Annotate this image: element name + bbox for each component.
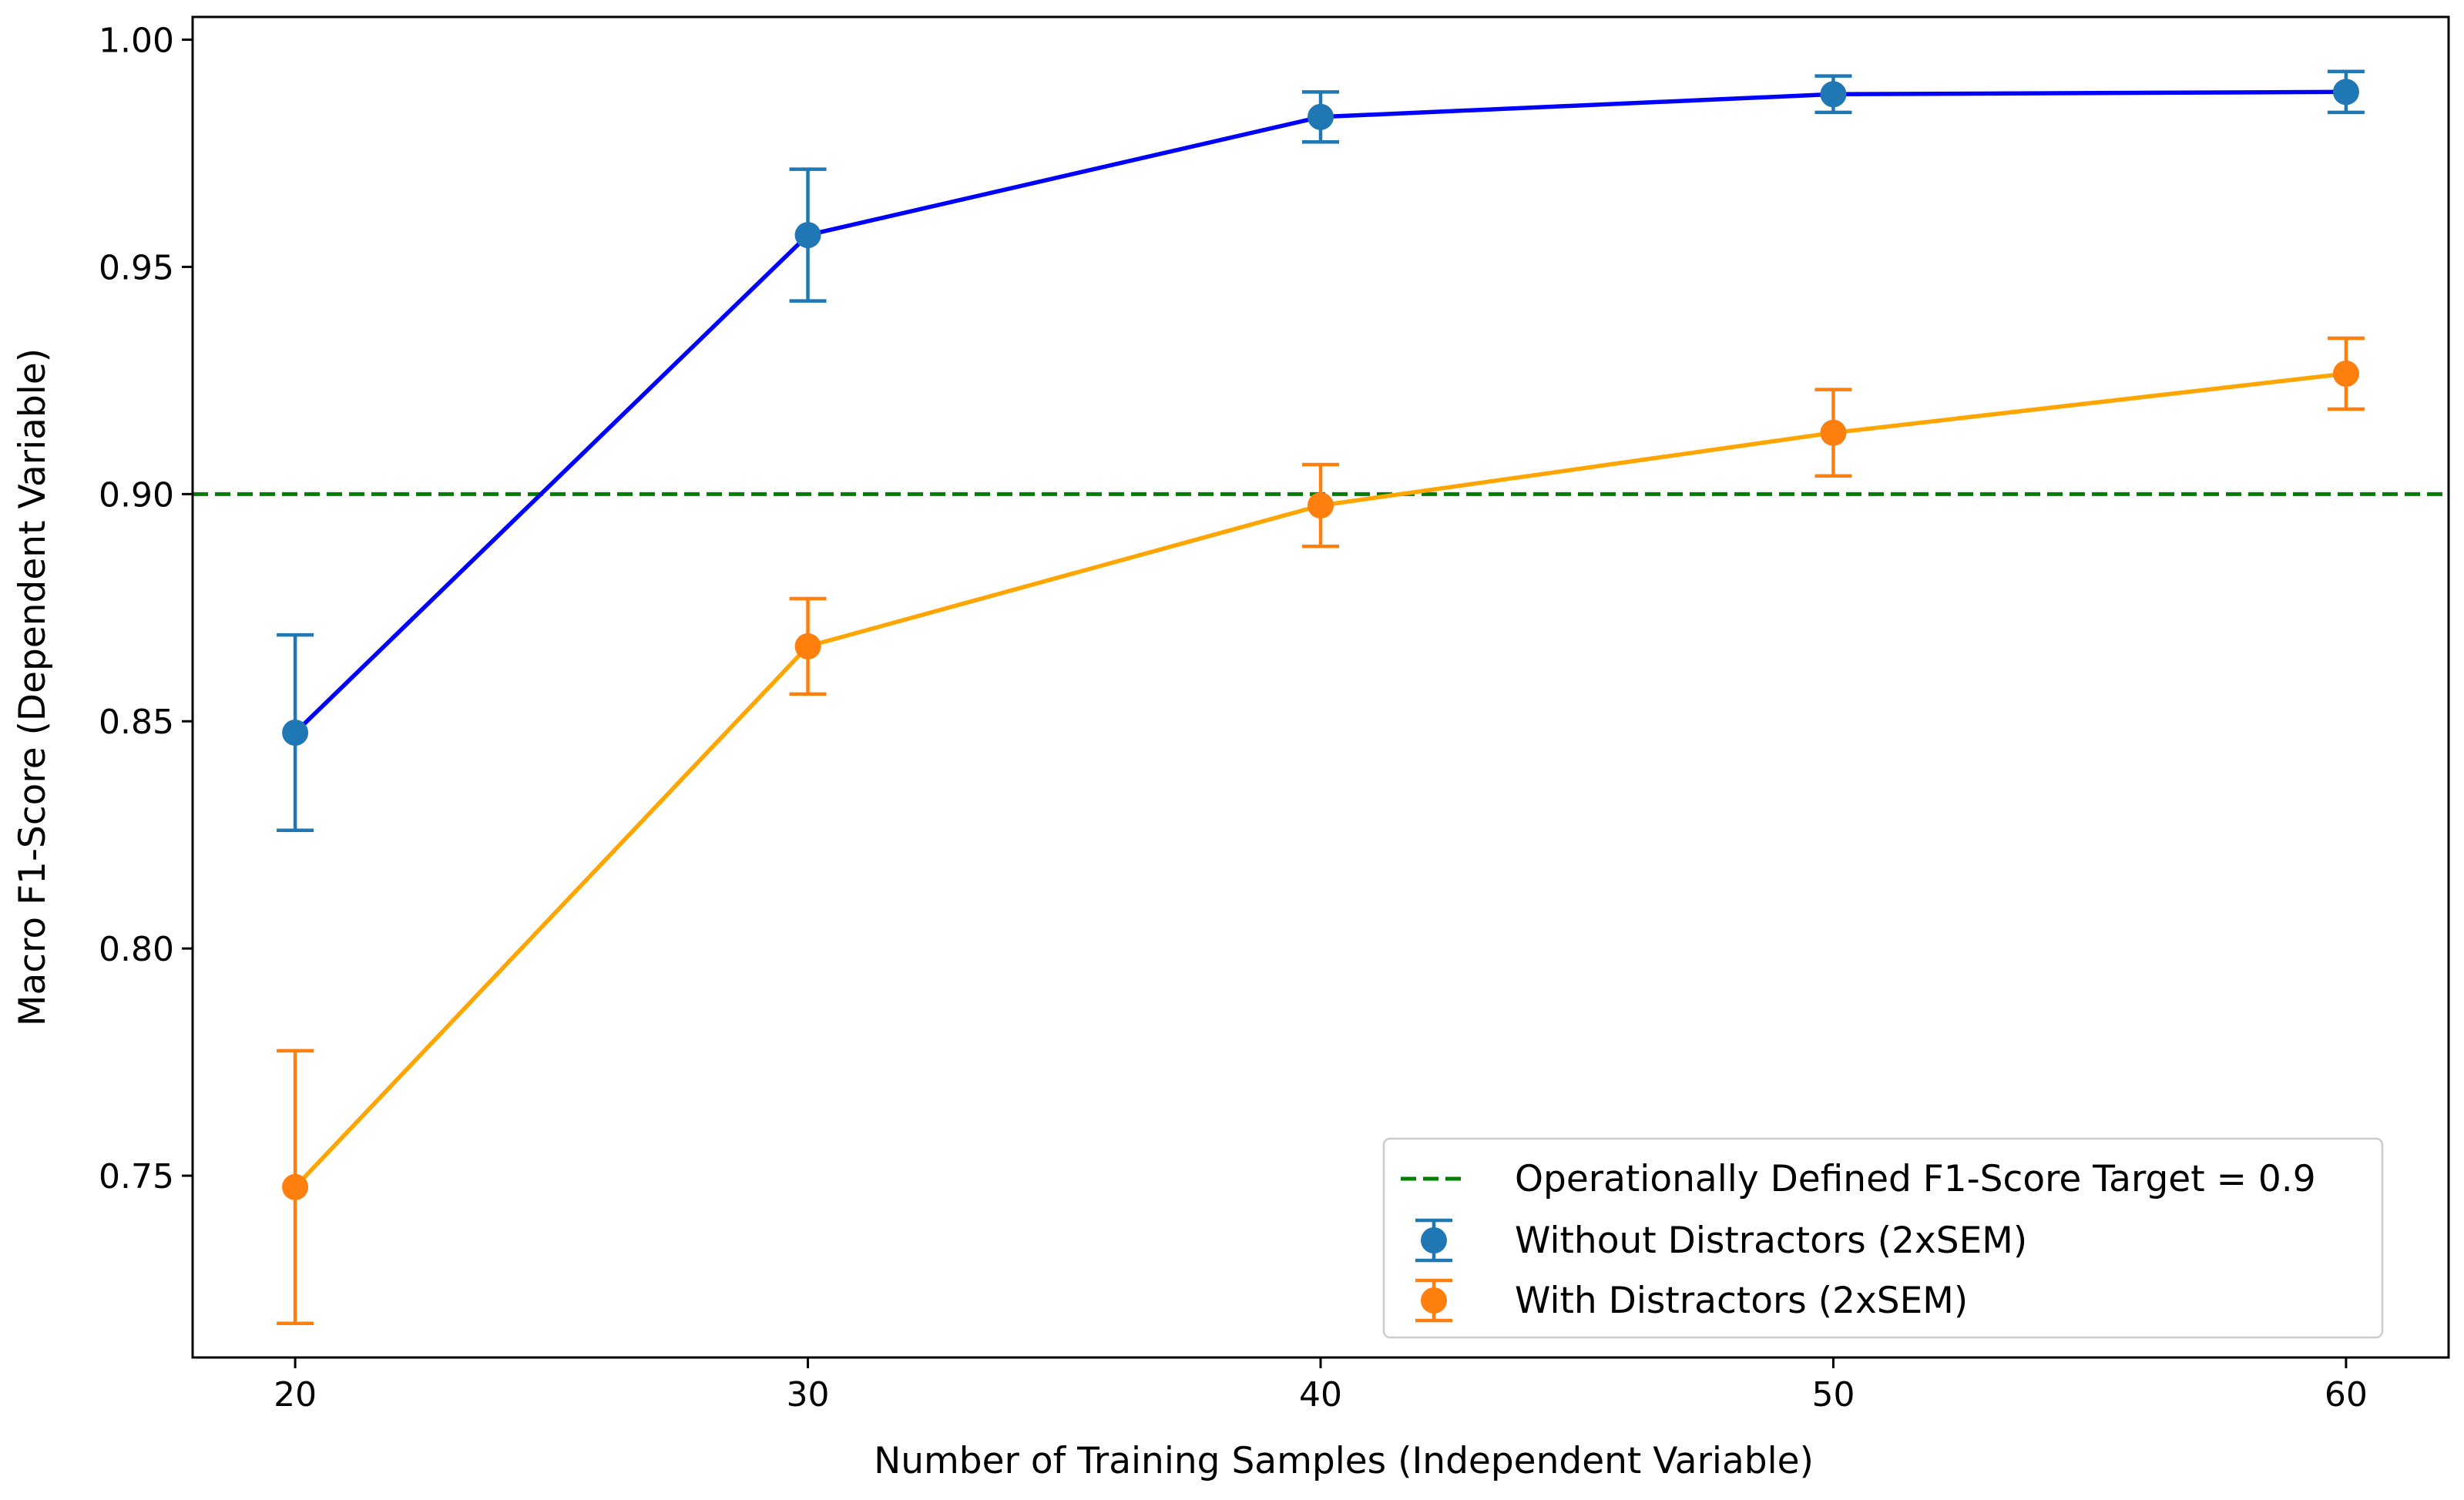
y-tick-label-2: 0.85 xyxy=(99,703,174,742)
y-axis-label: Macro F1-Score (Dependent Variable) xyxy=(12,348,54,1026)
series-0-point-2 xyxy=(1308,103,1334,130)
x-axis-label: Number of Training Samples (Independent … xyxy=(874,1440,1814,1482)
series-0-point-0 xyxy=(282,719,309,746)
series-layer xyxy=(277,69,2365,1326)
x-tick-label-4: 60 xyxy=(2325,1375,2368,1414)
series-0-point-1 xyxy=(794,222,821,249)
series-0-point-4 xyxy=(2332,79,2359,106)
legend-series-1-label: With Distractors (2xSEM) xyxy=(1515,1280,1968,1322)
series-1-point-0 xyxy=(282,1173,309,1200)
y-tick-label-0: 0.75 xyxy=(99,1157,174,1196)
series-1-point-2 xyxy=(1308,492,1334,519)
x-tick-label-1: 30 xyxy=(787,1375,830,1414)
y-tick-label-5: 1.00 xyxy=(99,21,174,60)
x-tick-label-0: 20 xyxy=(274,1375,317,1414)
legend: Operationally Defined F1-Score Target = … xyxy=(1382,1137,2384,1339)
series-1-point-3 xyxy=(1820,419,1847,446)
y-tick-label-1: 0.80 xyxy=(99,930,174,969)
legend-series-1-marker xyxy=(1421,1287,1447,1314)
x-tick-label-3: 50 xyxy=(1811,1375,1855,1414)
series-1-point-4 xyxy=(2332,361,2359,388)
legend-series-0-marker xyxy=(1421,1227,1447,1253)
legend-series-0-label: Without Distractors (2xSEM) xyxy=(1515,1220,2027,1262)
legend-target-label: Operationally Defined F1-Score Target = … xyxy=(1515,1158,2316,1200)
y-tick-label-4: 0.95 xyxy=(99,248,174,287)
series-1-point-1 xyxy=(794,633,821,659)
x-tick-label-2: 40 xyxy=(1299,1375,1342,1414)
series-0-point-3 xyxy=(1820,81,1847,108)
axes-layer: 20 30 40 50 60 0.75 0.80 0.85 0.90 0.95 1.00 Number… xyxy=(12,15,2450,1482)
legend-box xyxy=(1382,1137,2384,1339)
y-tick-label-3: 0.90 xyxy=(99,475,174,515)
